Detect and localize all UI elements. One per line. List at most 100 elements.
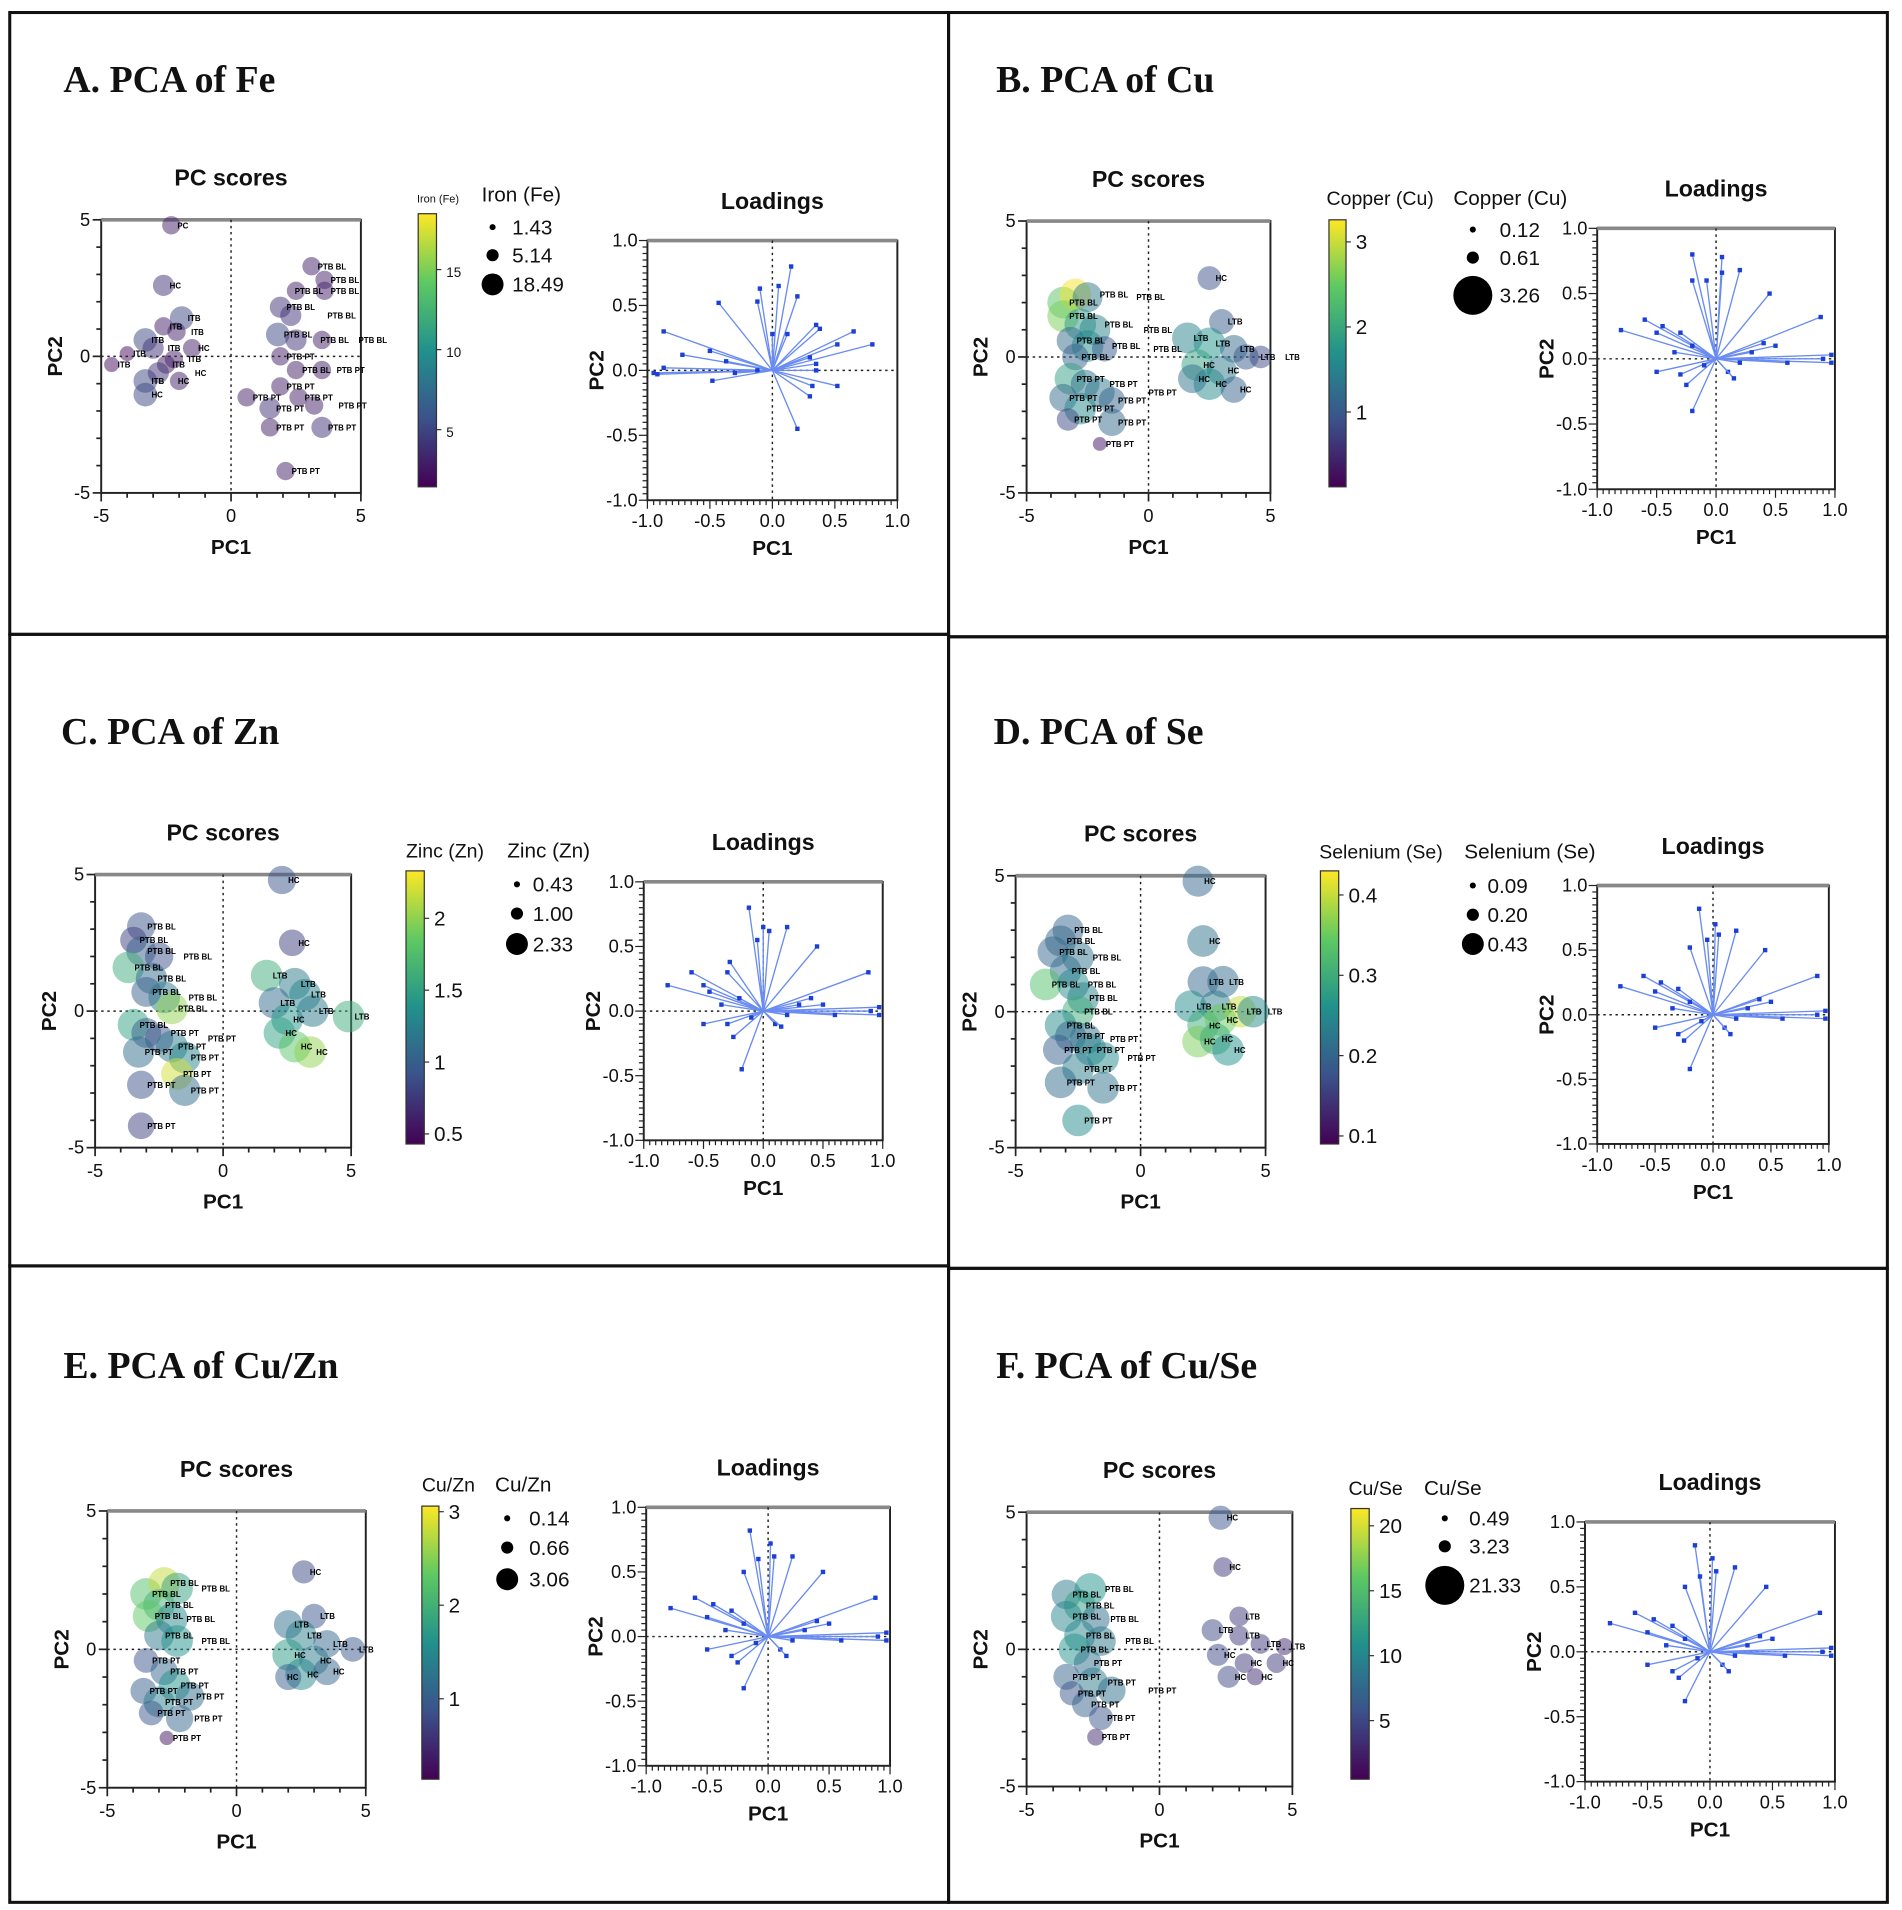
loading-vector bbox=[709, 991, 764, 1012]
score-point-label: HC bbox=[298, 939, 310, 948]
loading-vector-tip bbox=[784, 1012, 790, 1018]
loading-vector bbox=[771, 328, 821, 371]
score-point bbox=[167, 322, 186, 341]
loading-vector-tip bbox=[1749, 350, 1754, 355]
score-point bbox=[280, 304, 302, 326]
score-point bbox=[311, 416, 333, 438]
score-point-label: PTB PT bbox=[194, 1715, 222, 1724]
score-point-label: HC bbox=[333, 1668, 345, 1677]
loading-vector-tip bbox=[1681, 1038, 1687, 1043]
score-point bbox=[260, 418, 280, 437]
loading-vector-tip bbox=[1737, 360, 1743, 365]
score-point-label: HC bbox=[1216, 380, 1228, 389]
loading-vector-tip bbox=[1733, 1016, 1739, 1021]
score-point bbox=[1044, 1066, 1077, 1099]
loading-vector-tip bbox=[785, 331, 790, 337]
x-tick-label: 1.0 bbox=[870, 1150, 895, 1171]
loading-vector-tip bbox=[1684, 382, 1689, 388]
size-legend-label: 0.09 bbox=[1487, 875, 1527, 898]
loadings-title: Loadings bbox=[1662, 833, 1765, 859]
panel-title: F. PCA of Cu/Se bbox=[996, 1345, 1257, 1387]
loading-vector bbox=[667, 984, 764, 1012]
score-point-label: PTB PT bbox=[1073, 1673, 1101, 1682]
score-point bbox=[259, 397, 281, 419]
score-point-label: PTB BL bbox=[1144, 326, 1173, 335]
loading-vector bbox=[763, 971, 869, 1012]
size-legend-marker bbox=[1461, 933, 1484, 955]
score-point bbox=[1088, 1705, 1114, 1731]
loading-vector-tip bbox=[761, 924, 766, 930]
colorbar-tick-label: 10 bbox=[446, 345, 461, 360]
score-point-label: PTB BL bbox=[1089, 994, 1118, 1003]
loading-vector bbox=[767, 1571, 824, 1637]
loading-vector-tip bbox=[701, 1021, 706, 1027]
y-tick-label: -1.0 bbox=[1556, 1133, 1587, 1154]
loading-vector bbox=[727, 1010, 764, 1025]
loading-vector-tip bbox=[1728, 1031, 1733, 1037]
x-axis-label: PC1 bbox=[743, 1177, 783, 1200]
x-tick-label: 5 bbox=[346, 1160, 356, 1181]
score-point bbox=[104, 357, 120, 373]
score-point bbox=[1182, 865, 1214, 897]
loading-vector-tip bbox=[790, 1638, 795, 1643]
x-tick-label: 0 bbox=[226, 505, 236, 526]
loadings-plot: Loadings -1.0-1.0 -0.5 -0.5 0.0 0.0 0.5 0.5 1.0 1… bbox=[1523, 1469, 1848, 1841]
colorbar-tick-label: 3 bbox=[449, 1501, 461, 1524]
loading-vector bbox=[771, 266, 792, 371]
score-point-label: ITB bbox=[188, 314, 201, 323]
colorbar-tick-label: 0.2 bbox=[1348, 1045, 1377, 1068]
score-point bbox=[313, 1657, 341, 1686]
score-point-label: PTB BL bbox=[152, 1590, 181, 1599]
size-legend-title: Copper (Cu) bbox=[1453, 187, 1567, 210]
loading-vector-tip bbox=[1820, 1649, 1825, 1654]
score-point-label: HC bbox=[1216, 274, 1228, 283]
loading-vector bbox=[767, 1556, 775, 1637]
x-tick-label: 0.5 bbox=[1760, 1791, 1785, 1812]
size-legend-marker bbox=[501, 1541, 514, 1554]
loading-vector-tip bbox=[711, 1602, 716, 1607]
score-point-label: HC bbox=[1224, 1651, 1236, 1660]
loading-vector-tip bbox=[1713, 922, 1718, 927]
loading-vector bbox=[768, 1635, 842, 1642]
score-point-label: PTB PT bbox=[339, 402, 367, 411]
loading-vector-tip bbox=[1687, 999, 1693, 1005]
score-point-label: PTB BL bbox=[158, 974, 187, 983]
loading-vector bbox=[767, 1636, 787, 1657]
score-point-label: HC bbox=[1209, 1021, 1221, 1030]
score-point-label: PTB BL bbox=[152, 988, 181, 997]
loading-vector-tip bbox=[808, 995, 814, 1001]
score-point-label: HC bbox=[1204, 877, 1216, 886]
score-point bbox=[1087, 1071, 1119, 1104]
score-point-label: LTB bbox=[1216, 339, 1231, 348]
loading-vector bbox=[1712, 934, 1720, 1015]
loading-vector-tip bbox=[1690, 343, 1695, 348]
colorbar-tick-label: 0.3 bbox=[1348, 965, 1377, 988]
loading-vector bbox=[726, 971, 764, 1012]
y-tick-label: 0.0 bbox=[1550, 1641, 1575, 1662]
score-point bbox=[1097, 1676, 1126, 1705]
score-point bbox=[1208, 1505, 1233, 1530]
score-point-label: LTB bbox=[319, 1007, 334, 1016]
loading-vector-tip bbox=[1733, 928, 1739, 933]
loading-vector bbox=[772, 343, 873, 372]
score-point bbox=[294, 1036, 327, 1068]
loading-vector bbox=[1691, 280, 1717, 359]
x-tick-label: 1.0 bbox=[1822, 499, 1847, 520]
y-tick-label: -1.0 bbox=[606, 489, 637, 510]
score-point bbox=[1206, 1643, 1230, 1666]
loading-vector-tip bbox=[753, 1640, 759, 1646]
loading-vector-tip bbox=[1632, 1610, 1638, 1616]
loading-vector bbox=[707, 1635, 769, 1651]
loading-vector-tip bbox=[719, 1002, 724, 1007]
loading-vector bbox=[1689, 1001, 1714, 1016]
x-tick-label: -0.5 bbox=[691, 1776, 722, 1797]
loading-vector bbox=[772, 330, 854, 371]
colorbar-tick-label: 1 bbox=[434, 1051, 446, 1074]
score-point bbox=[312, 330, 332, 350]
score-point-label: PTB BL bbox=[302, 366, 331, 375]
y-tick-label: -0.5 bbox=[1556, 1068, 1587, 1089]
score-point-label: PTB BL bbox=[140, 1021, 169, 1030]
score-point bbox=[182, 338, 202, 358]
x-tick-label: 0.5 bbox=[1763, 499, 1788, 520]
